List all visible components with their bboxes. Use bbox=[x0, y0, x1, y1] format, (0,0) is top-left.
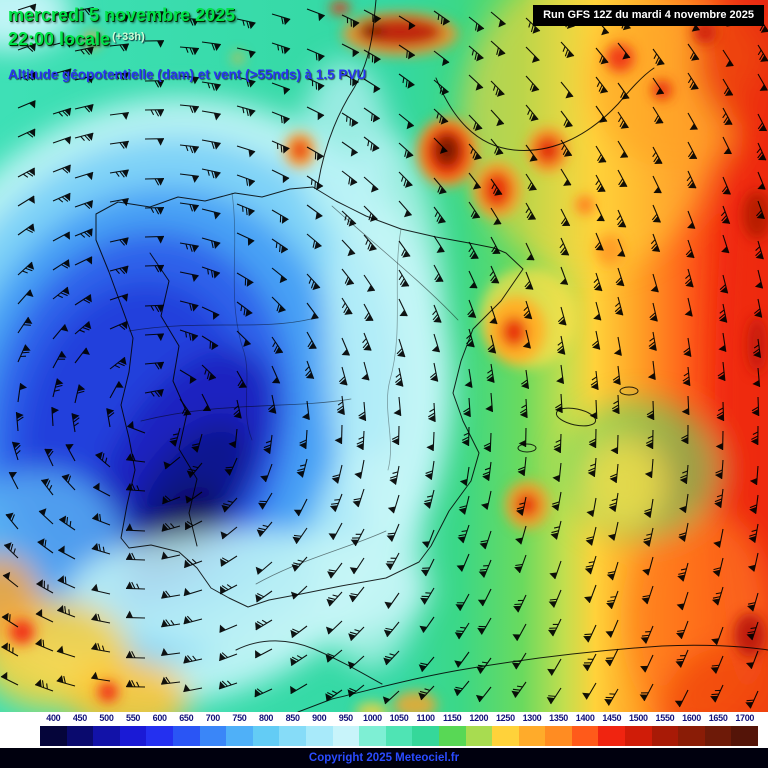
legend-value: 1300 bbox=[522, 713, 542, 723]
model-run-info: Run GFS 12Z du mardi 4 novembre 2025 bbox=[533, 5, 764, 26]
forecast-date: mercredi 5 novembre 2025 bbox=[8, 5, 236, 25]
legend-value: 1500 bbox=[628, 713, 648, 723]
legend-segment bbox=[40, 726, 67, 746]
legend-value: 1650 bbox=[708, 713, 728, 723]
legend-segment bbox=[545, 726, 572, 746]
legend-bar bbox=[40, 726, 759, 746]
map-variable-title: Altitude géopotentielle (dam) et vent (>… bbox=[8, 67, 367, 82]
forecast-time: 22:00 locale (+33h) bbox=[8, 29, 145, 50]
legend-value: 650 bbox=[179, 713, 194, 723]
legend-segment bbox=[438, 726, 466, 746]
forecast-time-label: 22:00 locale bbox=[8, 29, 111, 49]
legend-value: 1050 bbox=[389, 713, 409, 723]
geopotential-anomaly-spots bbox=[10, 2, 768, 712]
legend-value: 900 bbox=[312, 713, 327, 723]
legend-value: 550 bbox=[126, 713, 141, 723]
legend-segment bbox=[598, 726, 626, 746]
legend-value: 450 bbox=[72, 713, 87, 723]
legend-value: 1700 bbox=[735, 713, 755, 723]
legend-value: 850 bbox=[285, 713, 300, 723]
legend-segment bbox=[93, 726, 120, 746]
legend-segment bbox=[305, 726, 333, 746]
legend-segment bbox=[146, 726, 173, 746]
legend-value: 400 bbox=[46, 713, 61, 723]
legend-value: 750 bbox=[232, 713, 247, 723]
legend-segment bbox=[359, 726, 386, 746]
legend-segment bbox=[731, 726, 759, 746]
coastlines-layer bbox=[95, 0, 768, 712]
legend-value: 1400 bbox=[575, 713, 595, 723]
legend-segment bbox=[226, 726, 253, 746]
legend-values: 400 450 500 550 600 650 700 750 800 850 900 950 1000… bbox=[40, 713, 758, 725]
legend-value: 1600 bbox=[682, 713, 701, 723]
legend-segment bbox=[279, 726, 306, 746]
legend-segment bbox=[492, 726, 519, 746]
legend-segment bbox=[704, 726, 732, 746]
legend-value: 1350 bbox=[549, 713, 568, 723]
weather-map bbox=[0, 0, 768, 712]
legend-value: 500 bbox=[99, 713, 114, 723]
legend-value: 950 bbox=[338, 713, 353, 723]
legend-value: 700 bbox=[205, 713, 220, 723]
legend-value: 1200 bbox=[469, 713, 489, 723]
legend-segment bbox=[518, 726, 546, 746]
geopotential-field-layer bbox=[0, 0, 768, 712]
legend-segment bbox=[252, 726, 280, 746]
legend-value: 1150 bbox=[443, 713, 462, 723]
legend-segment bbox=[172, 726, 200, 746]
legend-value: 1450 bbox=[602, 713, 622, 723]
legend-value: 1000 bbox=[363, 713, 382, 723]
legend-segment bbox=[465, 726, 493, 746]
legend-segment bbox=[332, 726, 360, 746]
legend-segment bbox=[678, 726, 705, 746]
legend-segment bbox=[571, 726, 599, 746]
legend-segment bbox=[651, 726, 679, 746]
legend-segment bbox=[66, 726, 94, 746]
legend-value: 600 bbox=[152, 713, 167, 723]
legend-segment bbox=[412, 726, 439, 746]
legend-segment bbox=[199, 726, 227, 746]
copyright-bar: Copyright 2025 Meteociel.fr bbox=[0, 748, 768, 768]
legend-segment bbox=[625, 726, 652, 746]
legend-value: 1550 bbox=[655, 713, 675, 723]
legend-value: 1100 bbox=[416, 713, 435, 723]
color-scale-legend: 400 450 500 550 600 650 700 750 800 850 900 950 1000… bbox=[0, 712, 768, 748]
copyright-text: Copyright 2025 Meteociel.fr bbox=[308, 752, 460, 764]
legend-segment bbox=[385, 726, 413, 746]
legend-segment bbox=[119, 726, 147, 746]
legend-value: 1250 bbox=[495, 713, 515, 723]
legend-value: 800 bbox=[258, 713, 274, 723]
forecast-hour-offset: (+33h) bbox=[112, 31, 145, 43]
